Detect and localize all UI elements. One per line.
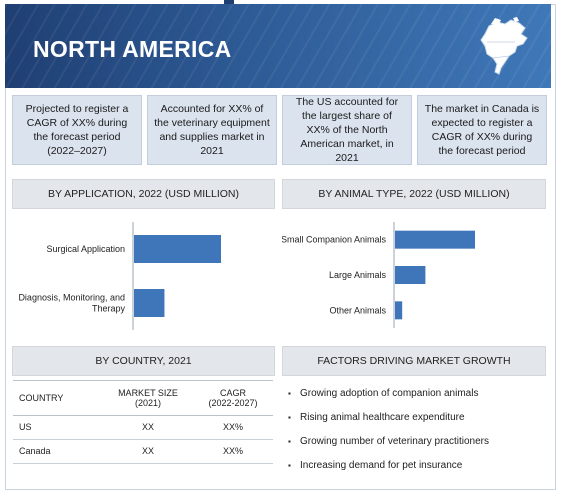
- banner-title: NORTH AMERICA: [33, 36, 232, 62]
- list-item: ▪ Rising animal healthcare expenditure: [288, 412, 489, 436]
- north-america-map-icon: [480, 17, 528, 75]
- cell-cagr: XX%: [193, 439, 273, 464]
- stat-text: The US accounted for the largest share o…: [295, 96, 399, 164]
- bullet-icon: ▪: [288, 461, 291, 470]
- category-label-0: Surgical Application: [46, 244, 125, 254]
- region-banner: NORTH AMERICA: [5, 4, 551, 88]
- stat-box-cagr: Projected to register a CAGR of XX% duri…: [12, 95, 142, 165]
- header-market-size: MARKET SIZE (2021): [103, 381, 193, 416]
- factor-text: Rising animal healthcare expenditure: [300, 412, 465, 423]
- factors-list: ▪ Growing adoption of companion animals ▪…: [288, 388, 489, 484]
- bar-0: [395, 230, 475, 249]
- stat-box-share: Accounted for XX% of the veterinary equi…: [147, 95, 277, 165]
- bullet-icon: ▪: [288, 437, 291, 446]
- stat-text: Projected to register a CAGR of XX% duri…: [25, 103, 129, 157]
- factor-text: Growing adoption of companion animals: [300, 388, 479, 399]
- stat-text: Accounted for XX% of the veterinary equi…: [154, 103, 270, 157]
- category-label-1: Large Animals: [329, 270, 387, 280]
- factor-text: Growing number of veterinary practitione…: [300, 436, 489, 447]
- cell-market-size: XX: [103, 439, 193, 464]
- bar-2: [395, 301, 403, 320]
- stat-text: The market in Canada is expected to regi…: [424, 103, 540, 157]
- cell-country: US: [13, 415, 103, 440]
- section-header-factors: FACTORS DRIVING MARKET GROWTH: [282, 346, 546, 376]
- list-item: ▪ Growing adoption of companion animals: [288, 388, 489, 412]
- category-label-2: Other Animals: [329, 305, 386, 315]
- category-label-1: Diagnosis, Monitoring, and Therapy: [18, 293, 125, 314]
- bullet-icon: ▪: [288, 413, 291, 422]
- bar-1: [134, 289, 165, 317]
- list-item: ▪ Increasing demand for pet insurance: [288, 460, 489, 484]
- table-row: US XX XX%: [13, 415, 273, 440]
- stat-box-canada: The market in Canada is expected to regi…: [417, 95, 547, 165]
- table-top-rule: [13, 380, 273, 381]
- bar-1: [395, 266, 426, 284]
- bar-0: [134, 235, 221, 263]
- category-label-0: Small Companion Animals: [282, 235, 387, 245]
- cell-cagr: XX%: [193, 415, 273, 440]
- application-bar-chart: Surgical Application Diagnosis, Monitorin…: [18, 222, 221, 330]
- list-item: ▪ Growing number of veterinary practition…: [288, 436, 489, 460]
- cell-country: Canada: [13, 439, 103, 464]
- factor-text: Increasing demand for pet insurance: [300, 460, 463, 471]
- top-decoration: [224, 0, 234, 4]
- table-row: Canada XX XX%: [13, 439, 273, 464]
- stat-box-us: The US accounted for the largest share o…: [282, 95, 412, 165]
- country-table: COUNTRY MARKET SIZE (2021) CAGR (2022-20…: [13, 381, 273, 464]
- table-header-row: COUNTRY MARKET SIZE (2021) CAGR (2022-20…: [13, 381, 273, 416]
- section-header-animal: BY ANIMAL TYPE, 2022 (USD MILLION): [282, 179, 546, 209]
- header-cagr: CAGR (2022-2027): [193, 381, 273, 416]
- section-header-application: BY APPLICATION, 2022 (USD MILLION): [12, 179, 275, 209]
- header-country: COUNTRY: [13, 381, 103, 416]
- animal-type-bar-chart: Small Companion Animals Large Animals Othe…: [282, 222, 475, 328]
- cell-market-size: XX: [103, 415, 193, 440]
- section-header-country: BY COUNTRY, 2021: [12, 346, 275, 376]
- bullet-icon: ▪: [288, 389, 291, 398]
